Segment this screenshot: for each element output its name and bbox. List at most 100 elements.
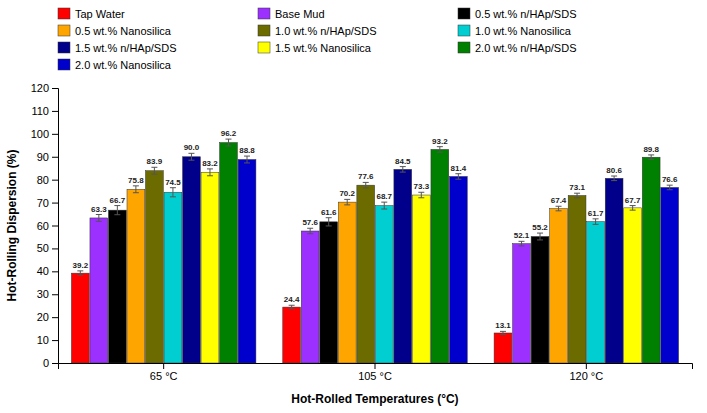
legend-item: Base Mud xyxy=(258,8,325,20)
data-label: 61.6 xyxy=(321,208,337,217)
data-label: 73.3 xyxy=(414,182,430,191)
x-tick-mark xyxy=(163,363,164,369)
error-bar xyxy=(344,199,350,205)
bar xyxy=(513,244,531,363)
y-tick-mark xyxy=(52,271,58,272)
x-tick-label: 120 °C xyxy=(569,370,603,382)
y-tick: 20 xyxy=(37,311,58,323)
legend-item: 1.0 wt.% n/HAp/SDS xyxy=(258,25,377,37)
y-tick: 80 xyxy=(37,174,58,186)
bar xyxy=(146,171,164,363)
y-tick-label: 20 xyxy=(37,311,49,323)
bar xyxy=(183,157,201,363)
y-tick-mark xyxy=(52,226,58,227)
data-label: 57.6 xyxy=(302,218,318,227)
y-tick-mark xyxy=(52,294,58,295)
series xyxy=(238,156,678,363)
bar xyxy=(108,210,126,363)
error-bar xyxy=(630,206,636,211)
error-bar xyxy=(133,186,139,193)
error-bar xyxy=(289,305,295,309)
bar xyxy=(71,273,89,363)
data-label: 66.7 xyxy=(110,196,126,205)
x-axis: 65 °C105 °C120 °C xyxy=(59,363,693,382)
data-label: 83.2 xyxy=(202,159,218,168)
series xyxy=(146,167,586,363)
y-tick-label: 60 xyxy=(37,220,49,232)
y-tick-mark xyxy=(52,180,58,181)
x-axis-title: Hot-Rolled Temperatures (°C) xyxy=(291,392,458,406)
y-tick-label: 100 xyxy=(31,128,49,140)
data-label: 77.6 xyxy=(358,172,374,181)
error-bar xyxy=(96,215,102,222)
chart: 010203040506070809010011012065 °C105 °C1… xyxy=(0,0,707,413)
series xyxy=(220,139,660,363)
legend-item: 2.0 wt.% n/HAp/SDS xyxy=(458,42,577,54)
legend-label: 1.0 wt.% Nanosilica xyxy=(475,25,572,37)
y-tick-mark xyxy=(52,317,58,318)
legend-label: 1.0 wt.% n/HAp/SDS xyxy=(275,25,377,37)
x-tick: 120 °C xyxy=(569,363,603,382)
error-bar xyxy=(519,241,525,246)
data-label: 83.9 xyxy=(147,157,163,166)
y-tick-label: 70 xyxy=(37,197,49,209)
data-label: 96.2 xyxy=(221,129,237,138)
data-label: 80.6 xyxy=(606,166,622,175)
legend-item: Tap Water xyxy=(58,8,125,20)
data-label: 67.4 xyxy=(551,196,567,205)
y-tick-label: 0 xyxy=(43,357,49,369)
bar xyxy=(568,195,586,363)
legend-item: 2.0 wt.% Nanosilica xyxy=(58,59,172,71)
error-bar xyxy=(188,153,194,160)
error-bar xyxy=(537,233,543,240)
error-bar xyxy=(593,219,599,225)
legend-swatch xyxy=(258,25,270,36)
y-tick: 30 xyxy=(37,288,58,300)
bar xyxy=(320,222,338,363)
data-label: 39.2 xyxy=(73,261,89,270)
bar xyxy=(127,189,145,363)
legend-item: 1.5 wt.% Nanosilica xyxy=(258,42,372,54)
y-tick-mark xyxy=(52,203,58,204)
data-label: 70.2 xyxy=(339,189,355,198)
legend-label: Tap Water xyxy=(75,8,125,20)
x-tick: 105 °C xyxy=(358,363,392,382)
plot: 010203040506070809010011012065 °C105 °C1… xyxy=(31,82,693,382)
data-label: 84.5 xyxy=(395,157,411,166)
data-label: 67.7 xyxy=(625,196,641,205)
legend-swatch xyxy=(258,42,270,53)
error-bar xyxy=(77,271,83,276)
y-tick: 50 xyxy=(37,242,58,254)
data-label: 24.4 xyxy=(284,295,300,304)
error-bar xyxy=(381,202,387,209)
bar xyxy=(283,307,301,363)
y-tick-mark xyxy=(52,157,58,158)
y-tick: 60 xyxy=(37,220,58,232)
x-tick-mark xyxy=(586,363,587,369)
bar xyxy=(412,195,430,363)
error-bar xyxy=(574,193,580,198)
error-bar xyxy=(326,218,332,226)
y-axis-title: Hot-Rolling Dispersion (%) xyxy=(5,150,19,302)
y-tick: 120 xyxy=(31,82,58,94)
y-tick-mark xyxy=(52,88,58,89)
y-tick-label: 110 xyxy=(31,105,49,117)
bar xyxy=(201,172,219,363)
y-tick-mark xyxy=(52,340,58,341)
bar xyxy=(338,202,356,363)
bar xyxy=(220,143,238,363)
data-label: 55.2 xyxy=(532,223,548,232)
data-label: 93.2 xyxy=(432,137,448,146)
error-bar xyxy=(648,155,654,160)
y-tick-label: 80 xyxy=(37,174,49,186)
x-tick-label: 105 °C xyxy=(358,370,392,382)
y-tick-mark xyxy=(52,248,58,249)
error-bar xyxy=(611,176,617,181)
legend-item: 1.0 wt.% Nanosilica xyxy=(458,25,572,37)
error-bar xyxy=(244,156,250,163)
legend-label: 0.5 wt.% n/HAp/SDS xyxy=(475,8,577,20)
error-bar xyxy=(667,185,673,190)
y-tick-label: 90 xyxy=(37,151,49,163)
error-bar xyxy=(207,169,213,176)
data-label: 13.1 xyxy=(495,321,511,330)
